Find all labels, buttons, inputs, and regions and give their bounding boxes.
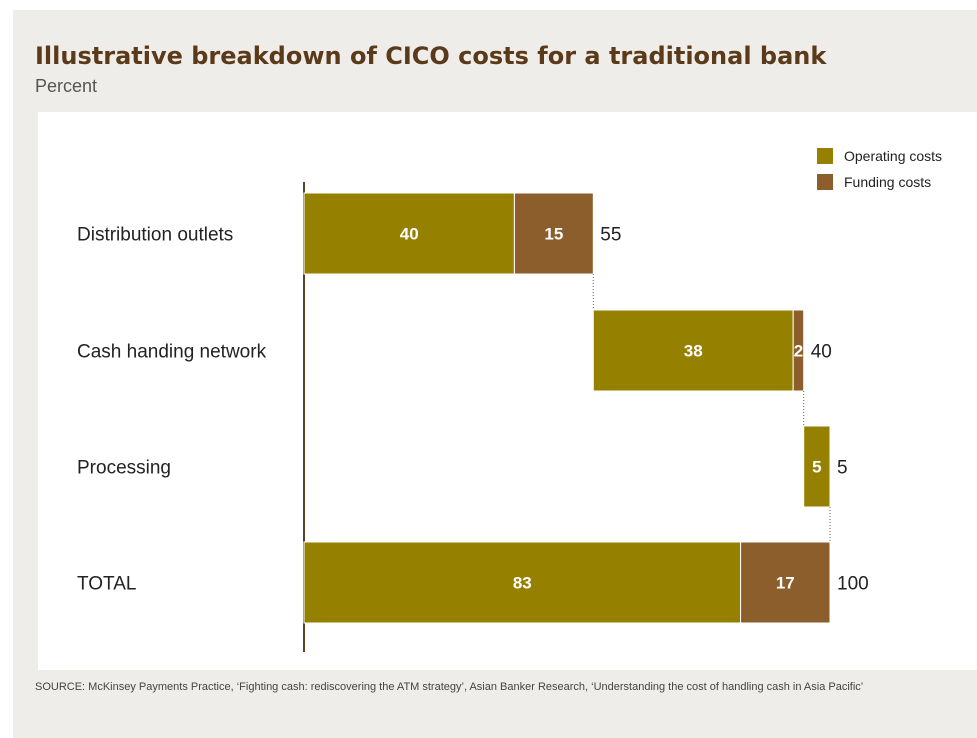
segment-label-funding-costs-total: 17 bbox=[776, 574, 795, 593]
chart-subtitle: Percent bbox=[35, 76, 98, 96]
legend-label-funding-costs: Funding costs bbox=[844, 174, 931, 190]
category-label-processing: Processing bbox=[77, 458, 171, 479]
category-label-distribution-outlets: Distribution outlets bbox=[77, 225, 233, 246]
segment-label-operating-costs-distribution-outlets: 40 bbox=[400, 225, 419, 244]
bar-funding-costs-distribution-outlets bbox=[513, 192, 594, 275]
total-label-distribution-outlets: 55 bbox=[600, 225, 621, 246]
bar-funding-costs-cash-handing-network bbox=[792, 309, 805, 392]
segment-label-operating-costs-processing: 5 bbox=[812, 458, 821, 477]
total-label-cash-handing-network: 40 bbox=[811, 342, 832, 363]
category-label-total: TOTAL bbox=[77, 574, 136, 595]
bar-funding-costs-total bbox=[740, 541, 831, 624]
segment-label-operating-costs-cash-handing-network: 38 bbox=[684, 342, 703, 361]
category-label-cash-handing-network: Cash handing network bbox=[77, 342, 267, 363]
waterfall-chart: Distribution outlets 40 15 55 Cash handing n… bbox=[77, 148, 942, 652]
bar-operating-costs-cash-handing-network bbox=[592, 309, 794, 392]
segment-label-funding-costs-distribution-outlets: 15 bbox=[544, 225, 563, 244]
source-note: SOURCE: McKinsey Payments Practice, ‘Fig… bbox=[35, 681, 864, 693]
segment-label-funding-costs-cash-handing-network: 2 bbox=[794, 342, 803, 361]
chart-card: Illustrative breakdown of CICO costs for… bbox=[13, 10, 977, 738]
total-label-processing: 5 bbox=[837, 458, 848, 479]
segment-label-operating-costs-total: 83 bbox=[513, 574, 532, 593]
bar-operating-costs-distribution-outlets bbox=[303, 192, 515, 275]
legend-label-operating-costs: Operating costs bbox=[844, 148, 942, 164]
legend-swatch-funding-costs bbox=[817, 174, 833, 190]
chart-panel: Distribution outlets 40 15 55 Cash handing n… bbox=[38, 112, 977, 670]
chart-title: Illustrative breakdown of CICO costs for… bbox=[35, 42, 827, 70]
bar-operating-costs-processing bbox=[803, 425, 831, 508]
legend-swatch-operating-costs bbox=[817, 148, 833, 164]
total-label-total: 100 bbox=[837, 574, 869, 595]
